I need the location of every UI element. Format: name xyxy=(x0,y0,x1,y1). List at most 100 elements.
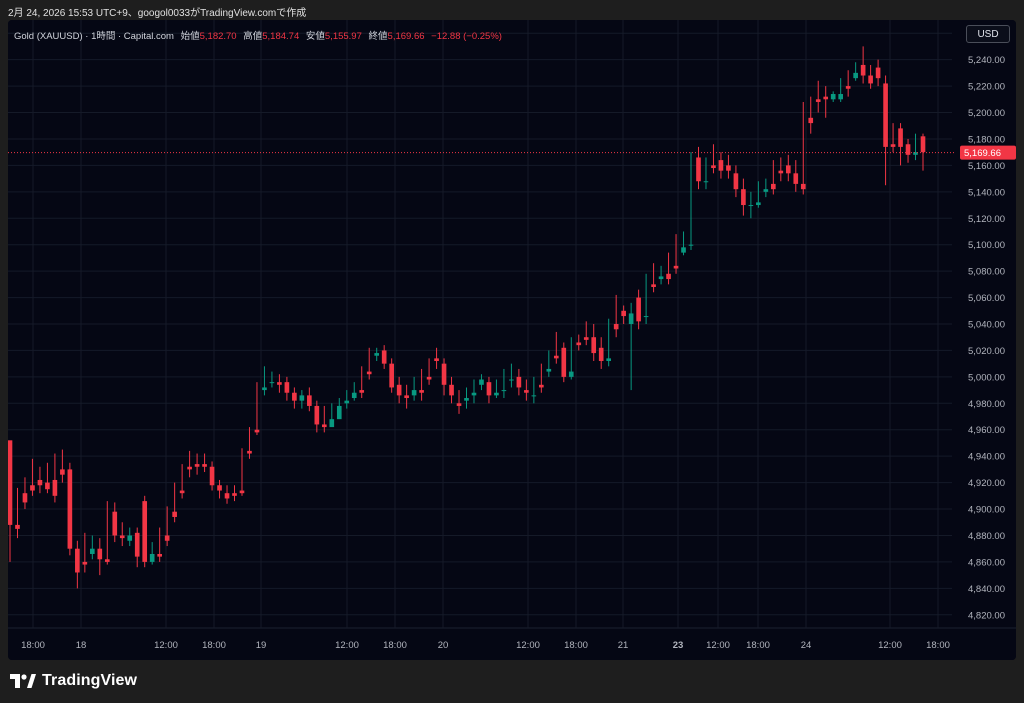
candle-body xyxy=(875,67,881,79)
candle xyxy=(741,178,746,216)
candle-body xyxy=(179,490,185,494)
candle-body xyxy=(568,371,574,377)
candle-body xyxy=(456,403,462,406)
candle-body xyxy=(359,390,365,393)
x-tick-label: 21 xyxy=(618,640,629,651)
candle-body xyxy=(60,469,65,475)
candle-body xyxy=(411,390,417,396)
candle xyxy=(486,376,492,404)
y-tick-label: 5,080.00 xyxy=(968,267,1005,278)
x-tick-label: 12:00 xyxy=(154,640,178,651)
currency-button[interactable]: USD xyxy=(966,25,1010,43)
candle-body xyxy=(321,424,327,428)
candle xyxy=(366,347,372,380)
candle xyxy=(546,350,552,377)
candle-body xyxy=(531,395,537,397)
candle-body xyxy=(97,548,103,560)
candle xyxy=(149,542,155,565)
candle-body xyxy=(516,376,522,388)
x-tick-label: 18:00 xyxy=(202,640,226,651)
price-axis[interactable]: 5,260.005,240.005,220.005,200.005,180.00… xyxy=(968,29,1005,622)
candle xyxy=(60,449,65,483)
candle-body xyxy=(336,405,342,420)
candle-body xyxy=(539,384,544,388)
x-tick-label: 18:00 xyxy=(21,640,45,651)
symbol-title[interactable]: Gold (XAUUSD) · 1時間 · Capital.com xyxy=(14,31,174,42)
y-tick-label: 4,980.00 xyxy=(968,399,1005,410)
candle xyxy=(464,387,469,409)
candle-body xyxy=(366,371,372,375)
candle xyxy=(97,538,103,576)
candle-body xyxy=(37,479,43,486)
candle xyxy=(726,154,731,179)
candle-body xyxy=(149,553,155,562)
y-tick-label: 5,220.00 xyxy=(968,82,1005,93)
candle-body xyxy=(785,165,791,174)
candle xyxy=(217,479,222,499)
symbol-legend: Gold (XAUUSD) · 1時間 · Capital.com 始値5,18… xyxy=(14,28,502,42)
candle-body xyxy=(509,379,514,381)
x-tick-label: 18:00 xyxy=(383,640,407,651)
candle-body xyxy=(651,284,656,287)
last-price-tag: 5,169.66 xyxy=(960,145,1016,160)
candle-body xyxy=(890,144,896,147)
candle xyxy=(553,331,559,364)
candle-body xyxy=(217,485,222,491)
candle xyxy=(172,482,177,523)
candle xyxy=(875,59,881,87)
candle-body xyxy=(209,466,215,486)
x-tick-label: 12:00 xyxy=(335,640,359,651)
y-tick-label: 4,940.00 xyxy=(968,452,1005,463)
candle-body xyxy=(82,561,88,565)
candle-body xyxy=(823,96,829,100)
y-tick-label: 5,180.00 xyxy=(968,134,1005,145)
candle xyxy=(104,501,110,565)
candle-body xyxy=(553,355,559,359)
candle-body xyxy=(292,392,297,401)
candle-body xyxy=(30,485,35,491)
candle-body xyxy=(860,64,866,76)
y-tick-label: 5,120.00 xyxy=(968,214,1005,225)
candle-body xyxy=(688,244,694,246)
candle xyxy=(426,358,432,385)
candle xyxy=(209,461,215,491)
candle xyxy=(606,318,612,367)
candle-body xyxy=(127,535,133,541)
candle-body xyxy=(486,382,492,396)
y-tick-label: 4,880.00 xyxy=(968,531,1005,542)
candle-body xyxy=(613,324,619,330)
x-tick-label: 18 xyxy=(76,640,87,651)
candlestick-chart[interactable]: 5,169.66 5,260.005,240.005,220.005,200.0… xyxy=(8,20,1016,660)
candle xyxy=(598,337,604,369)
time-axis[interactable]: 18:00 18 12:00 18:00 19 12:00 18:00 20 12:00 18:0… xyxy=(21,640,950,651)
y-tick-label: 5,060.00 xyxy=(968,293,1005,304)
candle xyxy=(8,440,13,562)
candle xyxy=(449,376,454,404)
candle xyxy=(329,403,335,428)
candle-body xyxy=(658,276,664,280)
candle xyxy=(905,138,911,163)
x-tick-label: 20 xyxy=(438,640,449,651)
candle-body xyxy=(404,395,409,399)
candle xyxy=(681,231,686,256)
candle-body xyxy=(419,390,424,393)
candle-body xyxy=(434,358,439,362)
candle-body xyxy=(681,247,686,253)
candle xyxy=(793,160,799,192)
candle-body xyxy=(374,353,380,356)
candle xyxy=(471,379,477,404)
candle-body xyxy=(733,173,739,190)
candle-body xyxy=(666,273,671,280)
candle xyxy=(643,273,649,324)
candle xyxy=(321,405,327,433)
candle xyxy=(381,345,387,369)
y-tick-label: 4,860.00 xyxy=(968,557,1005,568)
candle-body xyxy=(269,382,275,384)
chart-caption: 2月 24, 2026 15:53 UTC+9、googol0033がTradi… xyxy=(8,8,307,19)
candle xyxy=(224,485,230,504)
candle xyxy=(434,347,439,369)
y-tick-label: 4,960.00 xyxy=(968,425,1005,436)
chart-panel[interactable]: 5,169.66 5,260.005,240.005,220.005,200.0… xyxy=(8,20,1016,660)
candle xyxy=(823,86,829,118)
candle-body xyxy=(45,482,50,490)
